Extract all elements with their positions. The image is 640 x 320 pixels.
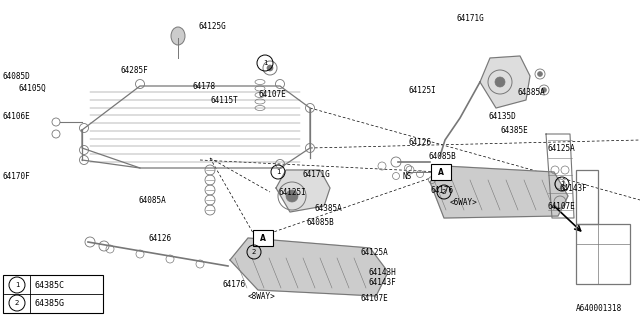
- Text: <6WAY>: <6WAY>: [450, 198, 477, 207]
- Text: 64385G: 64385G: [34, 299, 64, 308]
- Polygon shape: [230, 238, 388, 296]
- Text: 1: 1: [15, 282, 19, 288]
- Text: 64385A: 64385A: [518, 88, 546, 97]
- Text: 2: 2: [252, 249, 256, 255]
- Text: 64385A: 64385A: [314, 204, 342, 213]
- Text: 64107E: 64107E: [548, 202, 576, 211]
- Text: 64107E: 64107E: [258, 90, 285, 99]
- Text: 1: 1: [560, 181, 564, 187]
- Text: 64126: 64126: [148, 234, 171, 243]
- Text: A640001318: A640001318: [576, 304, 622, 313]
- Circle shape: [286, 190, 298, 202]
- Text: 64107E: 64107E: [360, 294, 388, 303]
- Text: 1: 1: [276, 169, 280, 175]
- Text: A: A: [438, 167, 444, 177]
- Text: 64143H: 64143H: [368, 268, 396, 277]
- FancyBboxPatch shape: [3, 275, 103, 313]
- Text: 64115T: 64115T: [210, 96, 237, 105]
- Polygon shape: [430, 166, 568, 218]
- Text: 64085A: 64085A: [138, 196, 166, 205]
- Text: 64176: 64176: [222, 280, 245, 289]
- Text: 64285F: 64285F: [120, 66, 148, 75]
- Text: 64125I: 64125I: [408, 86, 436, 95]
- Polygon shape: [276, 170, 330, 212]
- Bar: [576, 224, 630, 284]
- Text: 64126: 64126: [408, 138, 431, 147]
- Bar: [576, 170, 598, 224]
- Text: A: A: [260, 234, 266, 243]
- Circle shape: [267, 65, 273, 71]
- Text: <8WAY>: <8WAY>: [248, 292, 276, 301]
- Text: NS: NS: [402, 172, 412, 181]
- Text: 64171G: 64171G: [456, 14, 484, 23]
- Circle shape: [495, 77, 505, 87]
- FancyBboxPatch shape: [431, 164, 451, 180]
- Text: 64125A: 64125A: [360, 248, 388, 257]
- Text: 64143F: 64143F: [560, 184, 588, 193]
- Text: 64385C: 64385C: [34, 281, 64, 290]
- Text: 64176: 64176: [430, 186, 453, 195]
- Text: 64135D: 64135D: [488, 112, 516, 121]
- Text: 64171G: 64171G: [302, 170, 330, 179]
- Circle shape: [538, 71, 543, 76]
- Text: 64125I: 64125I: [278, 188, 306, 197]
- Text: 64125A: 64125A: [548, 144, 576, 153]
- Text: 64125G: 64125G: [198, 22, 226, 31]
- Text: 64085B: 64085B: [306, 218, 333, 227]
- FancyBboxPatch shape: [253, 230, 273, 246]
- Text: 64170F: 64170F: [2, 172, 29, 181]
- Text: 64178: 64178: [192, 82, 215, 91]
- Text: 1: 1: [263, 60, 268, 66]
- Text: 64143F: 64143F: [368, 278, 396, 287]
- Ellipse shape: [171, 27, 185, 45]
- Text: 2: 2: [442, 189, 446, 195]
- Polygon shape: [480, 56, 530, 108]
- Text: 64385E: 64385E: [500, 126, 528, 135]
- Text: 64085D: 64085D: [2, 72, 29, 81]
- Text: 64105Q: 64105Q: [18, 84, 45, 93]
- Text: 2: 2: [15, 300, 19, 306]
- Circle shape: [541, 87, 547, 92]
- Text: 64106E: 64106E: [2, 112, 29, 121]
- Text: 64085B: 64085B: [428, 152, 456, 161]
